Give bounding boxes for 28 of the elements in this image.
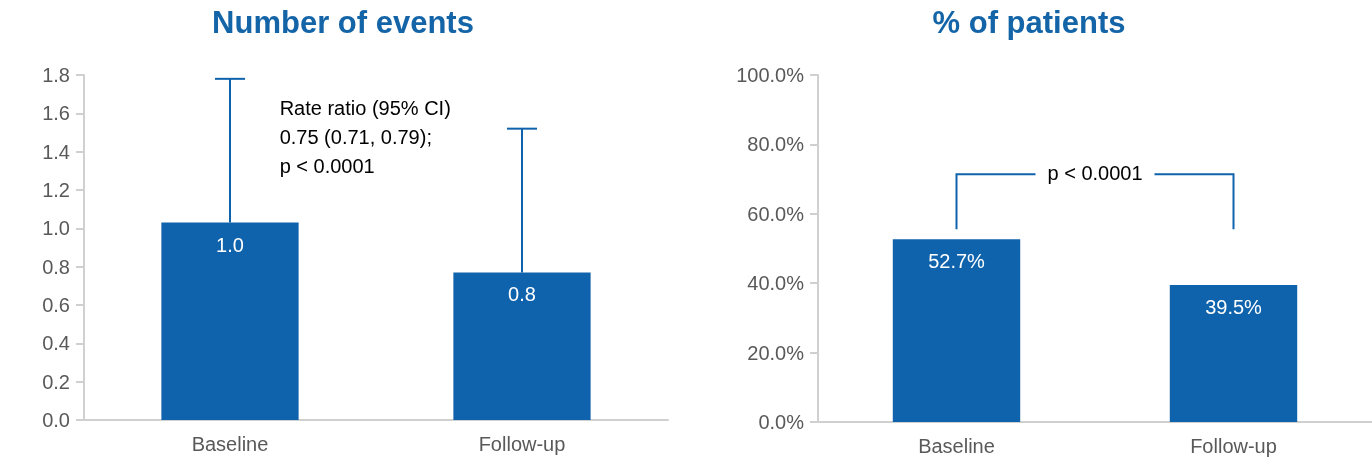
chart-title: % of patients [932, 5, 1126, 40]
y-tick-label: 100.0% [736, 64, 805, 86]
x-tick-label: Baseline [191, 433, 269, 455]
y-tick-label: 0.8 [42, 255, 70, 278]
x-tick-label: Follow-up [1190, 435, 1277, 457]
y-tick-label: 20.0% [747, 341, 805, 364]
y-tick-label: 0.0 [42, 409, 70, 431]
y-tick-label: 40.0% [747, 272, 805, 295]
y-tick-label: 1.2 [42, 179, 70, 201]
annotation: p < 0.0001 [1047, 161, 1143, 187]
y-tick-label: 0.4 [42, 332, 70, 355]
x-tick-label: Baseline [918, 435, 995, 457]
y-tick-label: 0.6 [42, 294, 70, 316]
x-tick-label: Follow-up [478, 433, 566, 455]
annotation: Rate ratio (95% CI) 0.75 (0.71, 0.79); p < 0.0001 [279, 96, 451, 179]
chart-title: Number of events [212, 5, 474, 40]
y-tick-label: 1.4 [42, 140, 70, 163]
y-tick-label: 60.0% [747, 202, 805, 225]
data-label: 1.0 [216, 233, 244, 256]
y-tick-label: 0.0% [758, 411, 805, 433]
y-tick-label: 80.0% [747, 133, 805, 156]
y-tick-label: 1.0 [42, 217, 70, 240]
y-tick-label: 0.2 [42, 370, 70, 393]
y-tick-label: 1.6 [42, 102, 70, 125]
data-label: 52.7% [928, 250, 986, 273]
data-label: 39.5% [1205, 295, 1263, 318]
y-tick-label: 1.8 [42, 64, 70, 86]
data-label: 0.8 [508, 283, 536, 306]
